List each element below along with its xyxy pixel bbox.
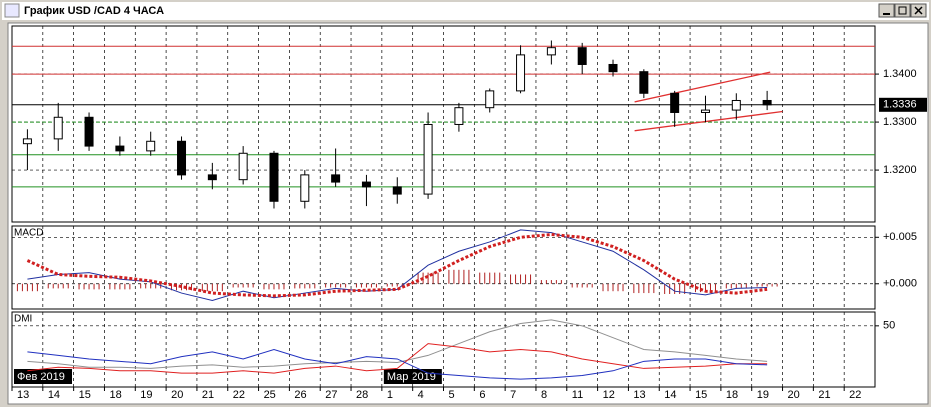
x-tick-label: 20 bbox=[788, 389, 800, 401]
candle-body bbox=[146, 140, 156, 152]
x-tick-label: 1 bbox=[387, 389, 393, 401]
y-tick-label: +0.005 bbox=[883, 231, 917, 243]
x-tick-label: 15 bbox=[79, 389, 91, 401]
candle-body bbox=[177, 140, 187, 176]
month-label: Фев 2019 bbox=[17, 371, 65, 383]
x-tick-label: 7 bbox=[510, 389, 516, 401]
y-tick-label: 1.3200 bbox=[883, 164, 917, 176]
maximize-glyph bbox=[898, 6, 907, 15]
month-label-box bbox=[14, 369, 72, 384]
candle-body bbox=[546, 47, 556, 56]
candle-body bbox=[300, 174, 310, 202]
candle-body bbox=[608, 63, 618, 73]
x-tick-label: 22 bbox=[849, 389, 861, 401]
candle-body bbox=[423, 123, 433, 195]
x-tick-label: 11 bbox=[572, 389, 583, 401]
y-tick-label: 50 bbox=[883, 320, 895, 332]
candle-body bbox=[762, 99, 772, 106]
x-tick-label: 21 bbox=[818, 389, 830, 401]
panel-title: DMI bbox=[14, 314, 32, 325]
x-tick-label: 20 bbox=[171, 389, 183, 401]
candle-body bbox=[670, 92, 680, 113]
month-label: Мар 2019 bbox=[387, 371, 436, 383]
x-tick-label: 18 bbox=[726, 389, 738, 401]
trend-line bbox=[634, 71, 771, 103]
x-tick-label: 4 bbox=[418, 389, 424, 401]
title-bar bbox=[2, 2, 929, 20]
close-glyph bbox=[914, 6, 923, 15]
candle-body bbox=[269, 152, 279, 202]
indicator-line bbox=[27, 319, 768, 369]
indicator-line bbox=[27, 343, 768, 374]
trend-line bbox=[634, 110, 783, 132]
candle-body bbox=[392, 186, 402, 195]
y-tick-label: +0.000 bbox=[883, 278, 917, 290]
maximize-button[interactable] bbox=[894, 3, 911, 18]
x-tick-label: 22 bbox=[233, 389, 245, 401]
candle-body bbox=[238, 152, 248, 181]
signal-line bbox=[26, 232, 768, 298]
x-tick-label: 18 bbox=[109, 389, 121, 401]
y-tick-label: 1.3400 bbox=[883, 68, 917, 80]
candle-body bbox=[207, 174, 217, 181]
candle-body bbox=[53, 116, 63, 140]
x-tick-label: 14 bbox=[664, 389, 676, 401]
candle-body bbox=[577, 47, 587, 65]
x-tick-label: 14 bbox=[48, 389, 60, 401]
y-tick-label: 1.3300 bbox=[883, 116, 917, 128]
x-tick-label: 5 bbox=[449, 389, 455, 401]
candle-body bbox=[485, 90, 495, 109]
x-tick-label: 25 bbox=[264, 389, 276, 401]
window-icon bbox=[4, 3, 20, 18]
candle-body bbox=[331, 174, 341, 183]
x-tick-label: 19 bbox=[757, 389, 769, 401]
x-tick-label: 26 bbox=[294, 389, 306, 401]
x-tick-label: 6 bbox=[479, 389, 485, 401]
panel-title: MACD bbox=[14, 228, 43, 239]
x-tick-label: 21 bbox=[202, 389, 214, 401]
minimize-button[interactable] bbox=[878, 3, 895, 18]
window-buttons[interactable] bbox=[878, 3, 927, 18]
candle-body bbox=[700, 109, 710, 113]
x-tick-label: 28 bbox=[356, 389, 368, 401]
candle-body bbox=[361, 181, 371, 188]
candle-body bbox=[454, 107, 464, 125]
candle-body bbox=[516, 54, 526, 92]
x-tick-label: 19 bbox=[140, 389, 152, 401]
candle-body bbox=[22, 138, 32, 145]
x-tick-label: 27 bbox=[325, 389, 337, 401]
candle-body bbox=[639, 71, 649, 94]
candle-body bbox=[731, 99, 741, 111]
last-price-label: 1.3336 bbox=[883, 99, 917, 111]
candle-body bbox=[84, 116, 94, 147]
x-tick-label: 13 bbox=[633, 389, 645, 401]
indicator-line bbox=[27, 348, 768, 380]
chart-area bbox=[7, 22, 929, 405]
x-tick-label: 8 bbox=[541, 389, 547, 401]
x-tick-label: 13 bbox=[17, 389, 29, 401]
last-price-box bbox=[879, 97, 927, 112]
window-title: График USD /CAD 4 ЧАСА bbox=[24, 5, 164, 17]
candle-body bbox=[115, 145, 125, 152]
x-tick-label: 12 bbox=[603, 389, 615, 401]
x-tick-label: 15 bbox=[695, 389, 707, 401]
